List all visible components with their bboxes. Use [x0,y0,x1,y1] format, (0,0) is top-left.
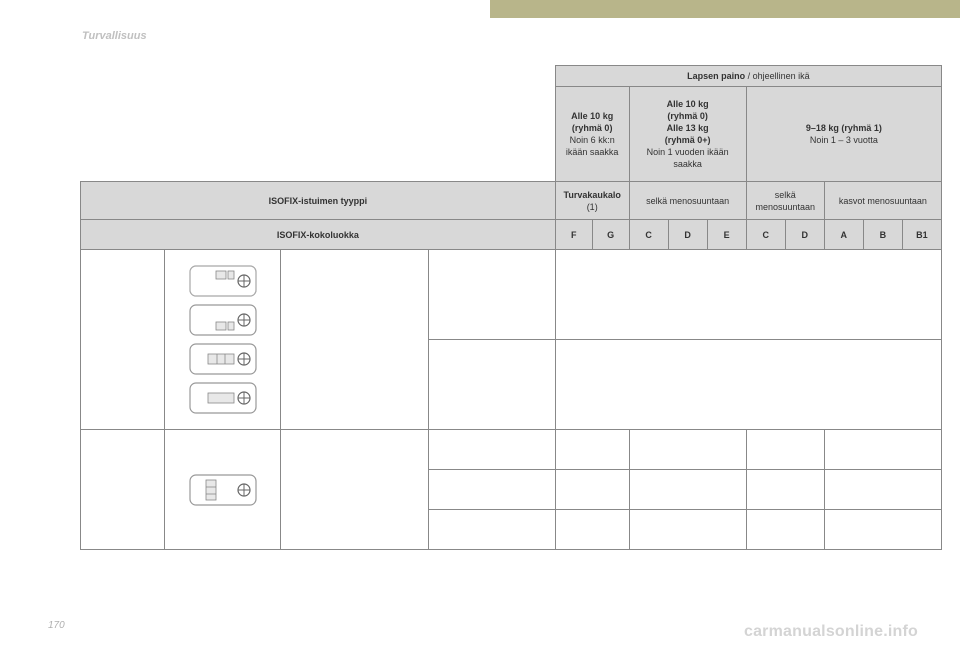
carrycot-cell: Turvakaukalo (1) [555,182,629,220]
row2b-cd [746,470,824,510]
seat-type-label: ISOFIX-istuimen tyyppi [81,182,556,220]
rear-facing-2-text: selkä menosuuntaan [755,190,815,212]
weight-header: Lapsen paino / ohjeellinen ikä [555,66,941,87]
weight-title-bold: Lapsen paino [687,71,745,81]
row1-desc [281,250,429,430]
size-class-label: ISOFIX-kokoluokka [81,220,556,250]
row2-vehicle-icons [165,430,281,550]
empty-left-2 [81,87,556,182]
section-title: Turvallisuus [82,30,147,42]
size-A: A [824,220,863,250]
row1-data-b [555,340,941,430]
row1-data-a [555,250,941,340]
carrycot-label: Turvakaukalo [564,190,621,200]
forward-facing: kasvot menosuuntaan [824,182,941,220]
rear-facing-2: selkä menosuuntaan [746,182,824,220]
wc2-l4: (ryhmä 0+) [665,135,711,145]
size-E: E [707,220,746,250]
wc3-l1: 9–18 kg (ryhmä 1) [806,123,882,133]
row2-label [81,430,165,550]
row2c-abb1 [824,510,941,550]
row1-pos-b [429,340,556,430]
row2a-cde [629,430,746,470]
wc2-l3: Alle 13 kg [667,123,709,133]
wc1-l2: (ryhmä 0) [572,123,613,133]
row1-vehicle-icons [165,250,281,430]
isofix-table-container: Lapsen paino / ohjeellinen ikä Alle 10 k… [80,65,942,550]
carrycot-note: (1) [587,202,598,212]
size-B1: B1 [902,220,941,250]
top-accent-bar [0,0,960,18]
size-F: F [555,220,592,250]
top-bar-right [490,0,960,18]
row2b-abb1 [824,470,941,510]
vehicle-icon-4 [184,379,262,417]
size-C: C [629,220,668,250]
row2a-fg [555,430,629,470]
vehicle-icon-5 [184,469,262,511]
wc3-l2: Noin 1 – 3 vuotta [810,135,878,145]
page-number: 170 [48,620,65,631]
row2a-cd [746,430,824,470]
top-bar-left [0,0,490,18]
vehicle-icon-1 [184,262,262,300]
wc2-l2: (ryhmä 0) [667,111,708,121]
row2b-cde [629,470,746,510]
weight-col-1: Alle 10 kg (ryhmä 0) Noin 6 kk:n ikään s… [555,87,629,182]
vehicle-icon-2 [184,301,262,339]
size-D: D [668,220,707,250]
row2-pos-c [429,510,556,550]
row2-desc [281,430,429,550]
rear-facing-1: selkä menosuuntaan [629,182,746,220]
wc2-l1: Alle 10 kg [667,99,709,109]
row2c-cd [746,510,824,550]
row2c-cde [629,510,746,550]
watermark: carmanualsonline.info [744,623,918,641]
row2c-fg [555,510,629,550]
wc2-l5: Noin 1 vuoden ikään [647,147,729,157]
row1-label [81,250,165,430]
size-B: B [863,220,902,250]
size-C2: C [746,220,785,250]
wc1-l4: ikään saakka [566,147,619,157]
row2-pos-b [429,470,556,510]
weight-title-suffix: / ohjeellinen ikä [745,71,810,81]
empty-top-left [81,66,556,87]
row2a-abb1 [824,430,941,470]
size-D2: D [785,220,824,250]
row2-pos-a [429,430,556,470]
row2b-fg [555,470,629,510]
vehicle-icon-3 [184,340,262,378]
wc1-l3: Noin 6 kk:n [570,135,615,145]
isofix-table: Lapsen paino / ohjeellinen ikä Alle 10 k… [80,65,942,550]
wc1-l1: Alle 10 kg [571,111,613,121]
wc2-l6: saakka [673,159,702,169]
row1-pos-a [429,250,556,340]
size-G: G [592,220,629,250]
weight-col-2: Alle 10 kg (ryhmä 0) Alle 13 kg (ryhmä 0… [629,87,746,182]
weight-col-3: 9–18 kg (ryhmä 1) Noin 1 – 3 vuotta [746,87,941,182]
